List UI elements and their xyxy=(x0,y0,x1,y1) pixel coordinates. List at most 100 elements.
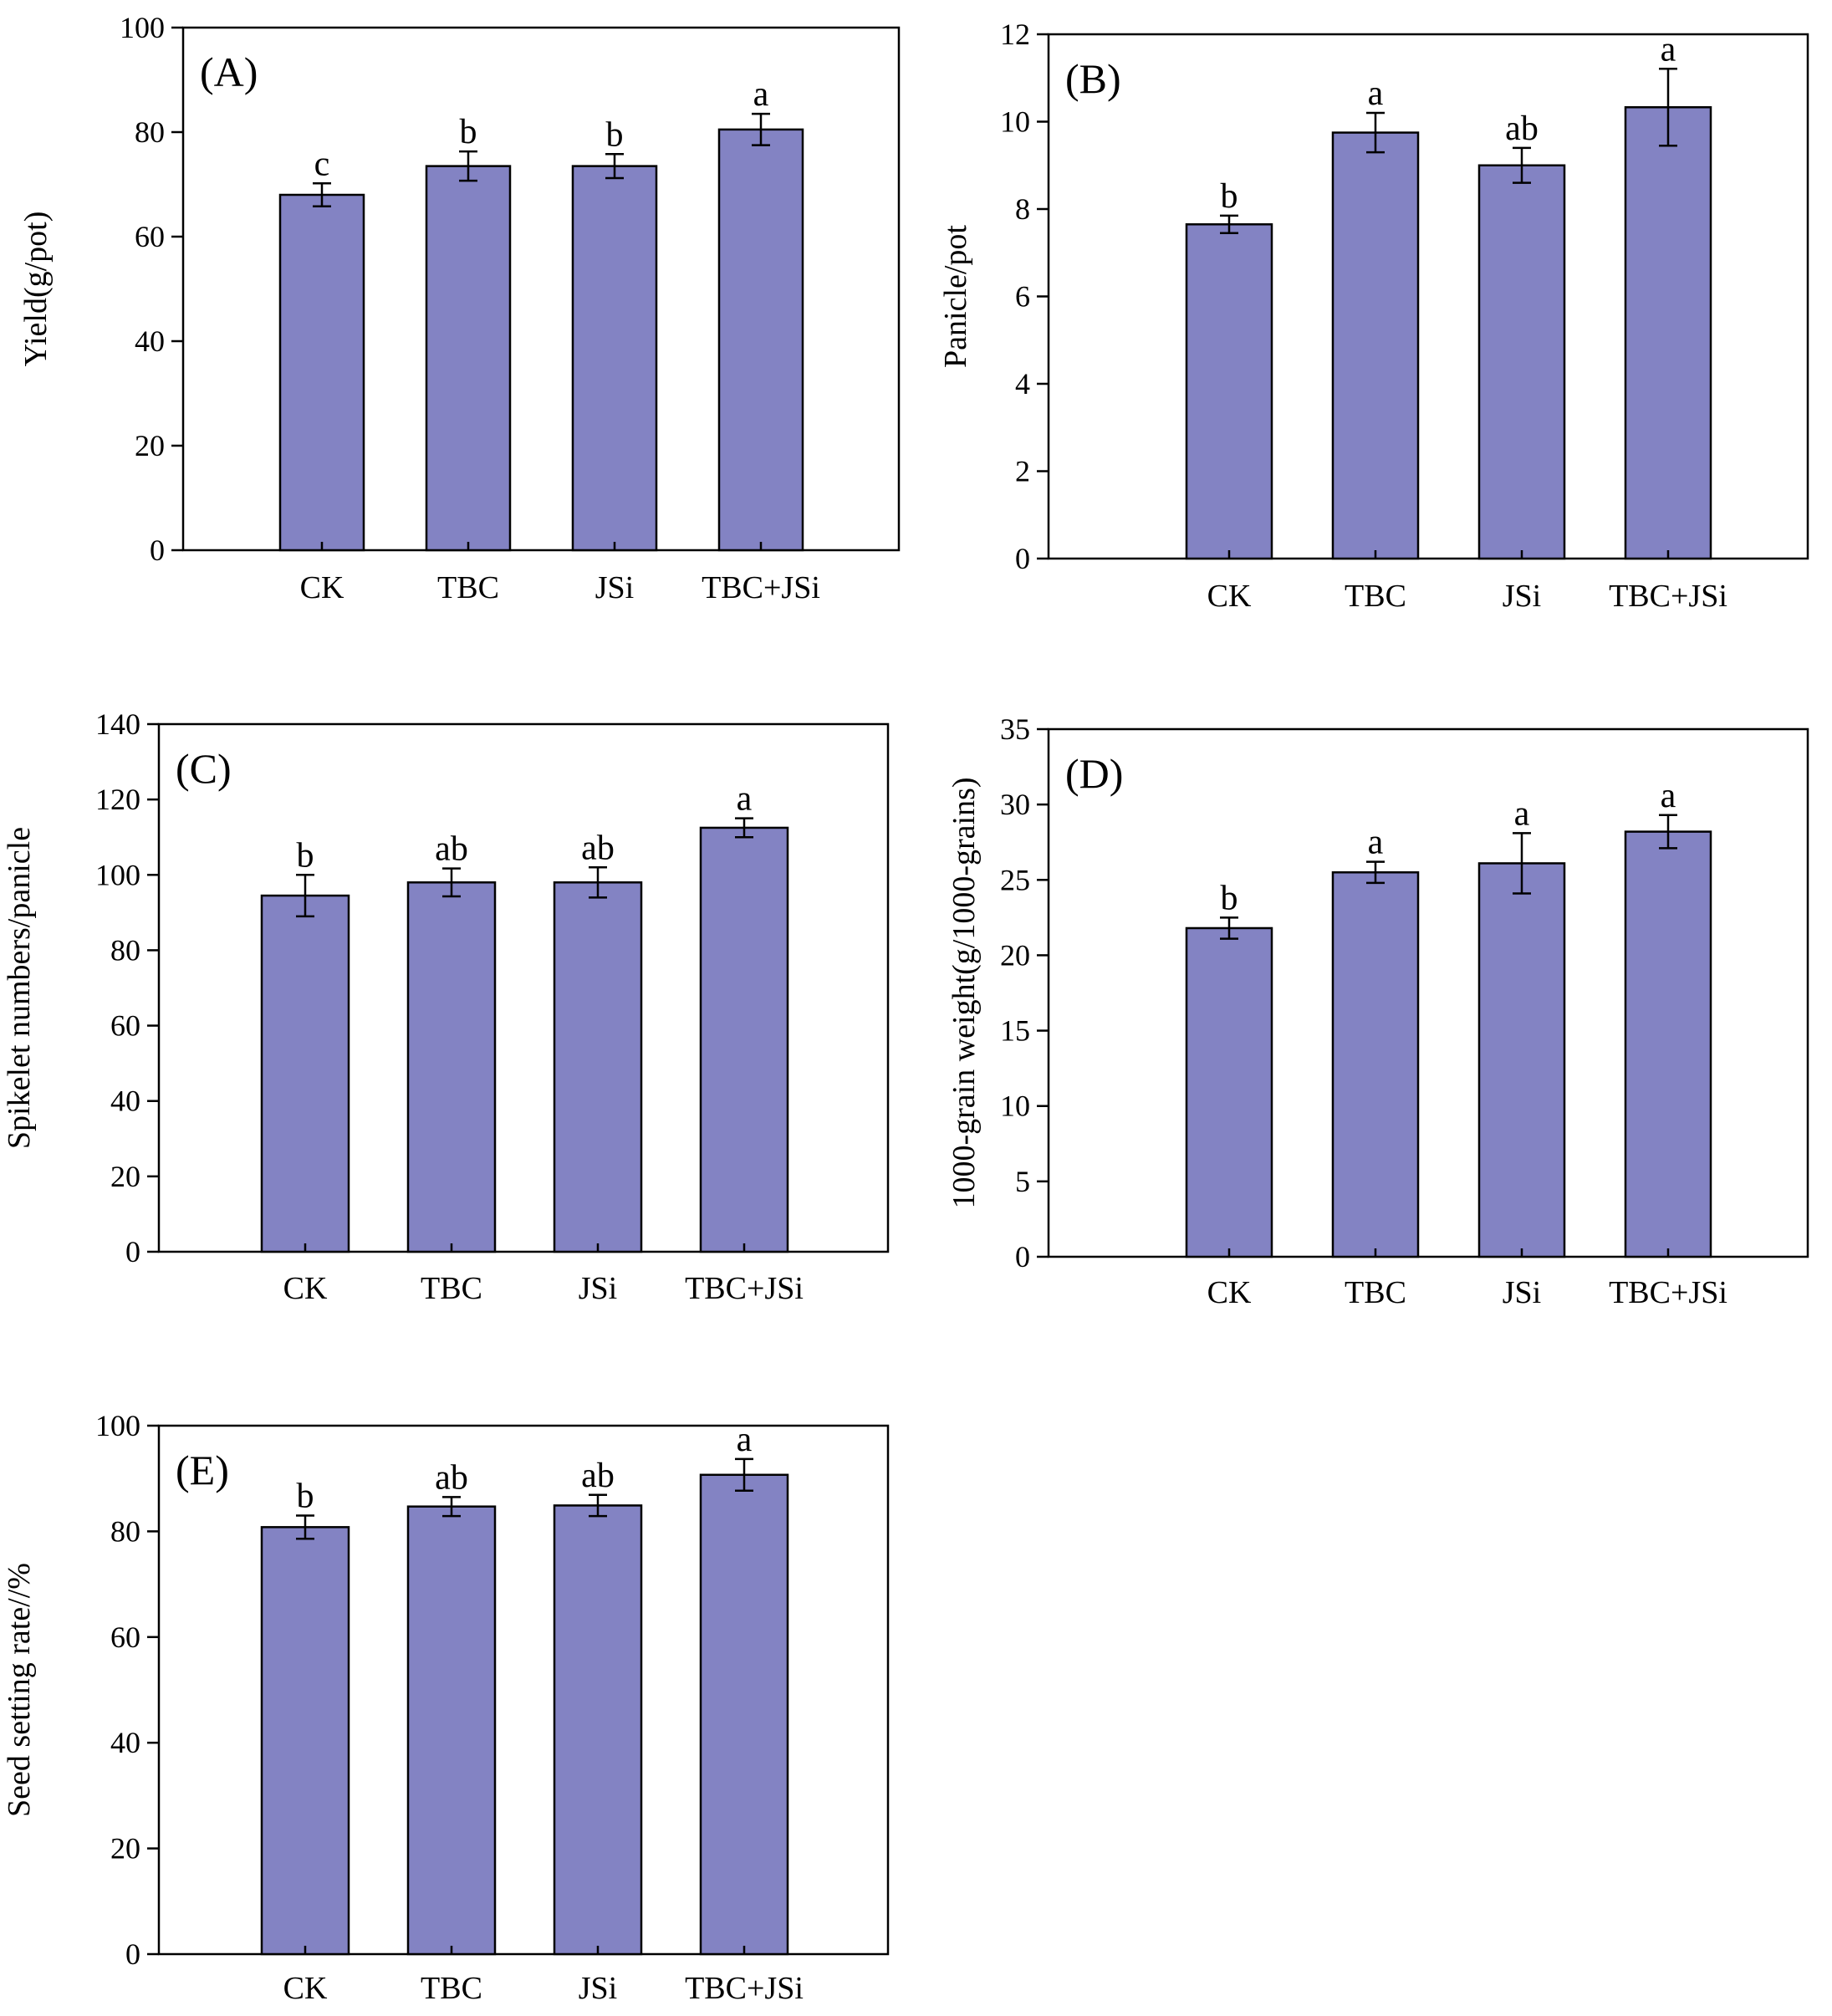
panel-c-frame xyxy=(157,722,890,1253)
panel-c-significance-label: ab xyxy=(435,830,468,869)
panel-c-ytick-label: 120 xyxy=(95,783,140,816)
panel-a-significance-label: a xyxy=(753,75,769,114)
panel-e-category-label: CK xyxy=(283,1971,328,2006)
panel-c-significance-label: b xyxy=(297,836,314,875)
panel-e-ytick-label: 0 xyxy=(125,1937,140,1971)
panel-d-bar-tbc xyxy=(1331,871,1420,1258)
panel-b-category-label: TBC xyxy=(1345,579,1406,614)
panel-a-category-label: JSi xyxy=(595,570,634,605)
panel-d-bar-tbc-jsi xyxy=(1624,830,1712,1258)
panel-a-ytick-label: 40 xyxy=(135,324,165,358)
panel-c-category-label: TBC+JSi xyxy=(685,1271,804,1306)
panel-a-frame xyxy=(181,26,901,552)
panel-a-ytick-label: 80 xyxy=(135,115,165,149)
panel-e-frame xyxy=(157,1424,890,1956)
panel-c-significance-label: ab xyxy=(581,829,615,867)
panel-b-title: (B) xyxy=(1065,55,1121,102)
panel-e-significance-label: b xyxy=(297,1477,314,1515)
panel-a-significance-label: b xyxy=(460,113,477,151)
panel-d-ytick-label: 25 xyxy=(1000,863,1030,896)
panel-d-frame xyxy=(1047,727,1809,1258)
panel-c-ytick-label: 60 xyxy=(110,1009,140,1043)
panel-c-ytick-label: 140 xyxy=(95,707,140,741)
panel-b-ytick-label: 0 xyxy=(1015,542,1030,575)
panel-d-y-axis-title: 1000-grain weight(g/1000-grains) xyxy=(947,777,982,1208)
panel-c-bar-tbc-jsi xyxy=(699,826,789,1253)
panel-d-significance-label: a xyxy=(1661,777,1676,815)
panel-b-significance-label: a xyxy=(1368,74,1384,113)
panel-c-ytick-label: 0 xyxy=(125,1235,140,1268)
panel-a-ytick-label: 100 xyxy=(120,11,165,44)
panel-a-ytick-label: 0 xyxy=(150,533,165,567)
panel-d-category-label: CK xyxy=(1207,1275,1252,1310)
panel-c-ytick-label: 20 xyxy=(110,1160,140,1193)
panel-e-significance-label: a xyxy=(737,1421,753,1459)
panel-b-ytick-label: 4 xyxy=(1015,367,1030,401)
panel-e-ytick-label: 40 xyxy=(110,1726,140,1759)
panel-e-ytick-label: 100 xyxy=(95,1409,140,1442)
panel-d-category-label: TBC+JSi xyxy=(1609,1275,1727,1310)
panel-e-category-label: JSi xyxy=(579,1971,617,2006)
panel-d-ytick-label: 10 xyxy=(1000,1090,1030,1123)
panel-b-category-label: JSi xyxy=(1503,579,1541,614)
panel-d-ytick-label: 35 xyxy=(1000,712,1030,746)
panel-d-significance-label: b xyxy=(1221,879,1238,917)
panel-b-ytick-label: 6 xyxy=(1015,280,1030,314)
panel-a-bar-ck xyxy=(278,193,365,552)
panel-d-ytick-label: 5 xyxy=(1015,1165,1030,1198)
panel-b-ytick-label: 8 xyxy=(1015,192,1030,226)
panel-e-ytick-label: 60 xyxy=(110,1620,140,1654)
panel-b-category-label: CK xyxy=(1207,579,1252,614)
panel-a-bar-jsi xyxy=(571,165,658,552)
panel-a-bar-tbc-jsi xyxy=(717,128,804,552)
panel-e-significance-label: ab xyxy=(435,1458,468,1497)
panel-a-ytick-label: 20 xyxy=(135,429,165,462)
panel-e-category-label: TBC+JSi xyxy=(685,1971,804,2006)
panel-c-category-label: CK xyxy=(283,1271,328,1306)
panel-d: 0 5 10 15 20 25 30 35 1000-grain weight(g/1000-g… xyxy=(947,712,1809,1310)
panel-e: 0 20 40 60 80 100 Seed setting rate//% (E) b CK ab… xyxy=(2,1409,890,2006)
panel-a-category-label: TBC xyxy=(437,570,499,605)
panel-e-title: (E) xyxy=(176,1447,229,1493)
panel-d-ytick-label: 0 xyxy=(1015,1240,1030,1273)
panel-a-category-label: TBC+JSi xyxy=(702,570,820,605)
panel-c-category-label: JSi xyxy=(579,1271,617,1306)
panel-c-bar-jsi xyxy=(553,881,643,1253)
panel-a-title: (A) xyxy=(200,48,258,95)
panel-b-ytick-label: 12 xyxy=(1000,18,1030,51)
panel-a: 0 20 40 60 80 100 Yield(g/pot) (A) c CK b TBC b JSi a T… xyxy=(18,11,901,605)
panel-c-title: (C) xyxy=(176,745,232,792)
panel-a-ytick-label: 60 xyxy=(135,220,165,253)
panel-c-ytick-label: 40 xyxy=(110,1085,140,1118)
panel-b-bar-tbc xyxy=(1331,131,1420,560)
panel-c-bar-tbc xyxy=(406,881,497,1253)
panel-e-y-axis-title: Seed setting rate//% xyxy=(2,1563,37,1817)
panel-e-significance-label: ab xyxy=(581,1457,615,1495)
panel-c-ytick-label: 100 xyxy=(95,858,140,891)
panel-e-ytick-label: 80 xyxy=(110,1514,140,1548)
panel-d-ytick-label: 15 xyxy=(1000,1014,1030,1048)
panel-d-title: (D) xyxy=(1065,750,1123,797)
panel-c-ytick-label: 80 xyxy=(110,933,140,967)
panel-d-bar-jsi xyxy=(1477,862,1566,1258)
panel-b-significance-label: ab xyxy=(1505,110,1539,148)
panel-e-bar-jsi xyxy=(553,1504,643,1956)
panel-d-ytick-label: 30 xyxy=(1000,788,1030,821)
panel-b-significance-label: a xyxy=(1661,30,1676,69)
panel-d-ytick-label: 20 xyxy=(1000,938,1030,972)
panel-e-bar-tbc xyxy=(406,1505,497,1956)
panel-b-y-axis-title: Panicle/pot xyxy=(938,225,973,368)
panel-b-bar-tbc-jsi xyxy=(1624,106,1712,560)
panel-c: 0 20 40 60 80 100 120 140 Spikelet numbers/panic… xyxy=(2,707,890,1306)
panel-c-category-label: TBC xyxy=(421,1271,482,1306)
panel-a-significance-label: b xyxy=(606,115,624,154)
panel-c-y-axis-title: Spikelet numbers/panicle xyxy=(2,827,37,1149)
panel-e-bar-ck xyxy=(260,1526,350,1956)
panel-d-significance-label: a xyxy=(1368,824,1384,862)
panel-b-bar-ck xyxy=(1185,223,1273,560)
panel-d-category-label: TBC xyxy=(1345,1275,1406,1310)
panel-e-category-label: TBC xyxy=(421,1971,482,2006)
panel-a-bar-tbc xyxy=(425,165,512,552)
panel-d-bar-ck xyxy=(1185,926,1273,1258)
